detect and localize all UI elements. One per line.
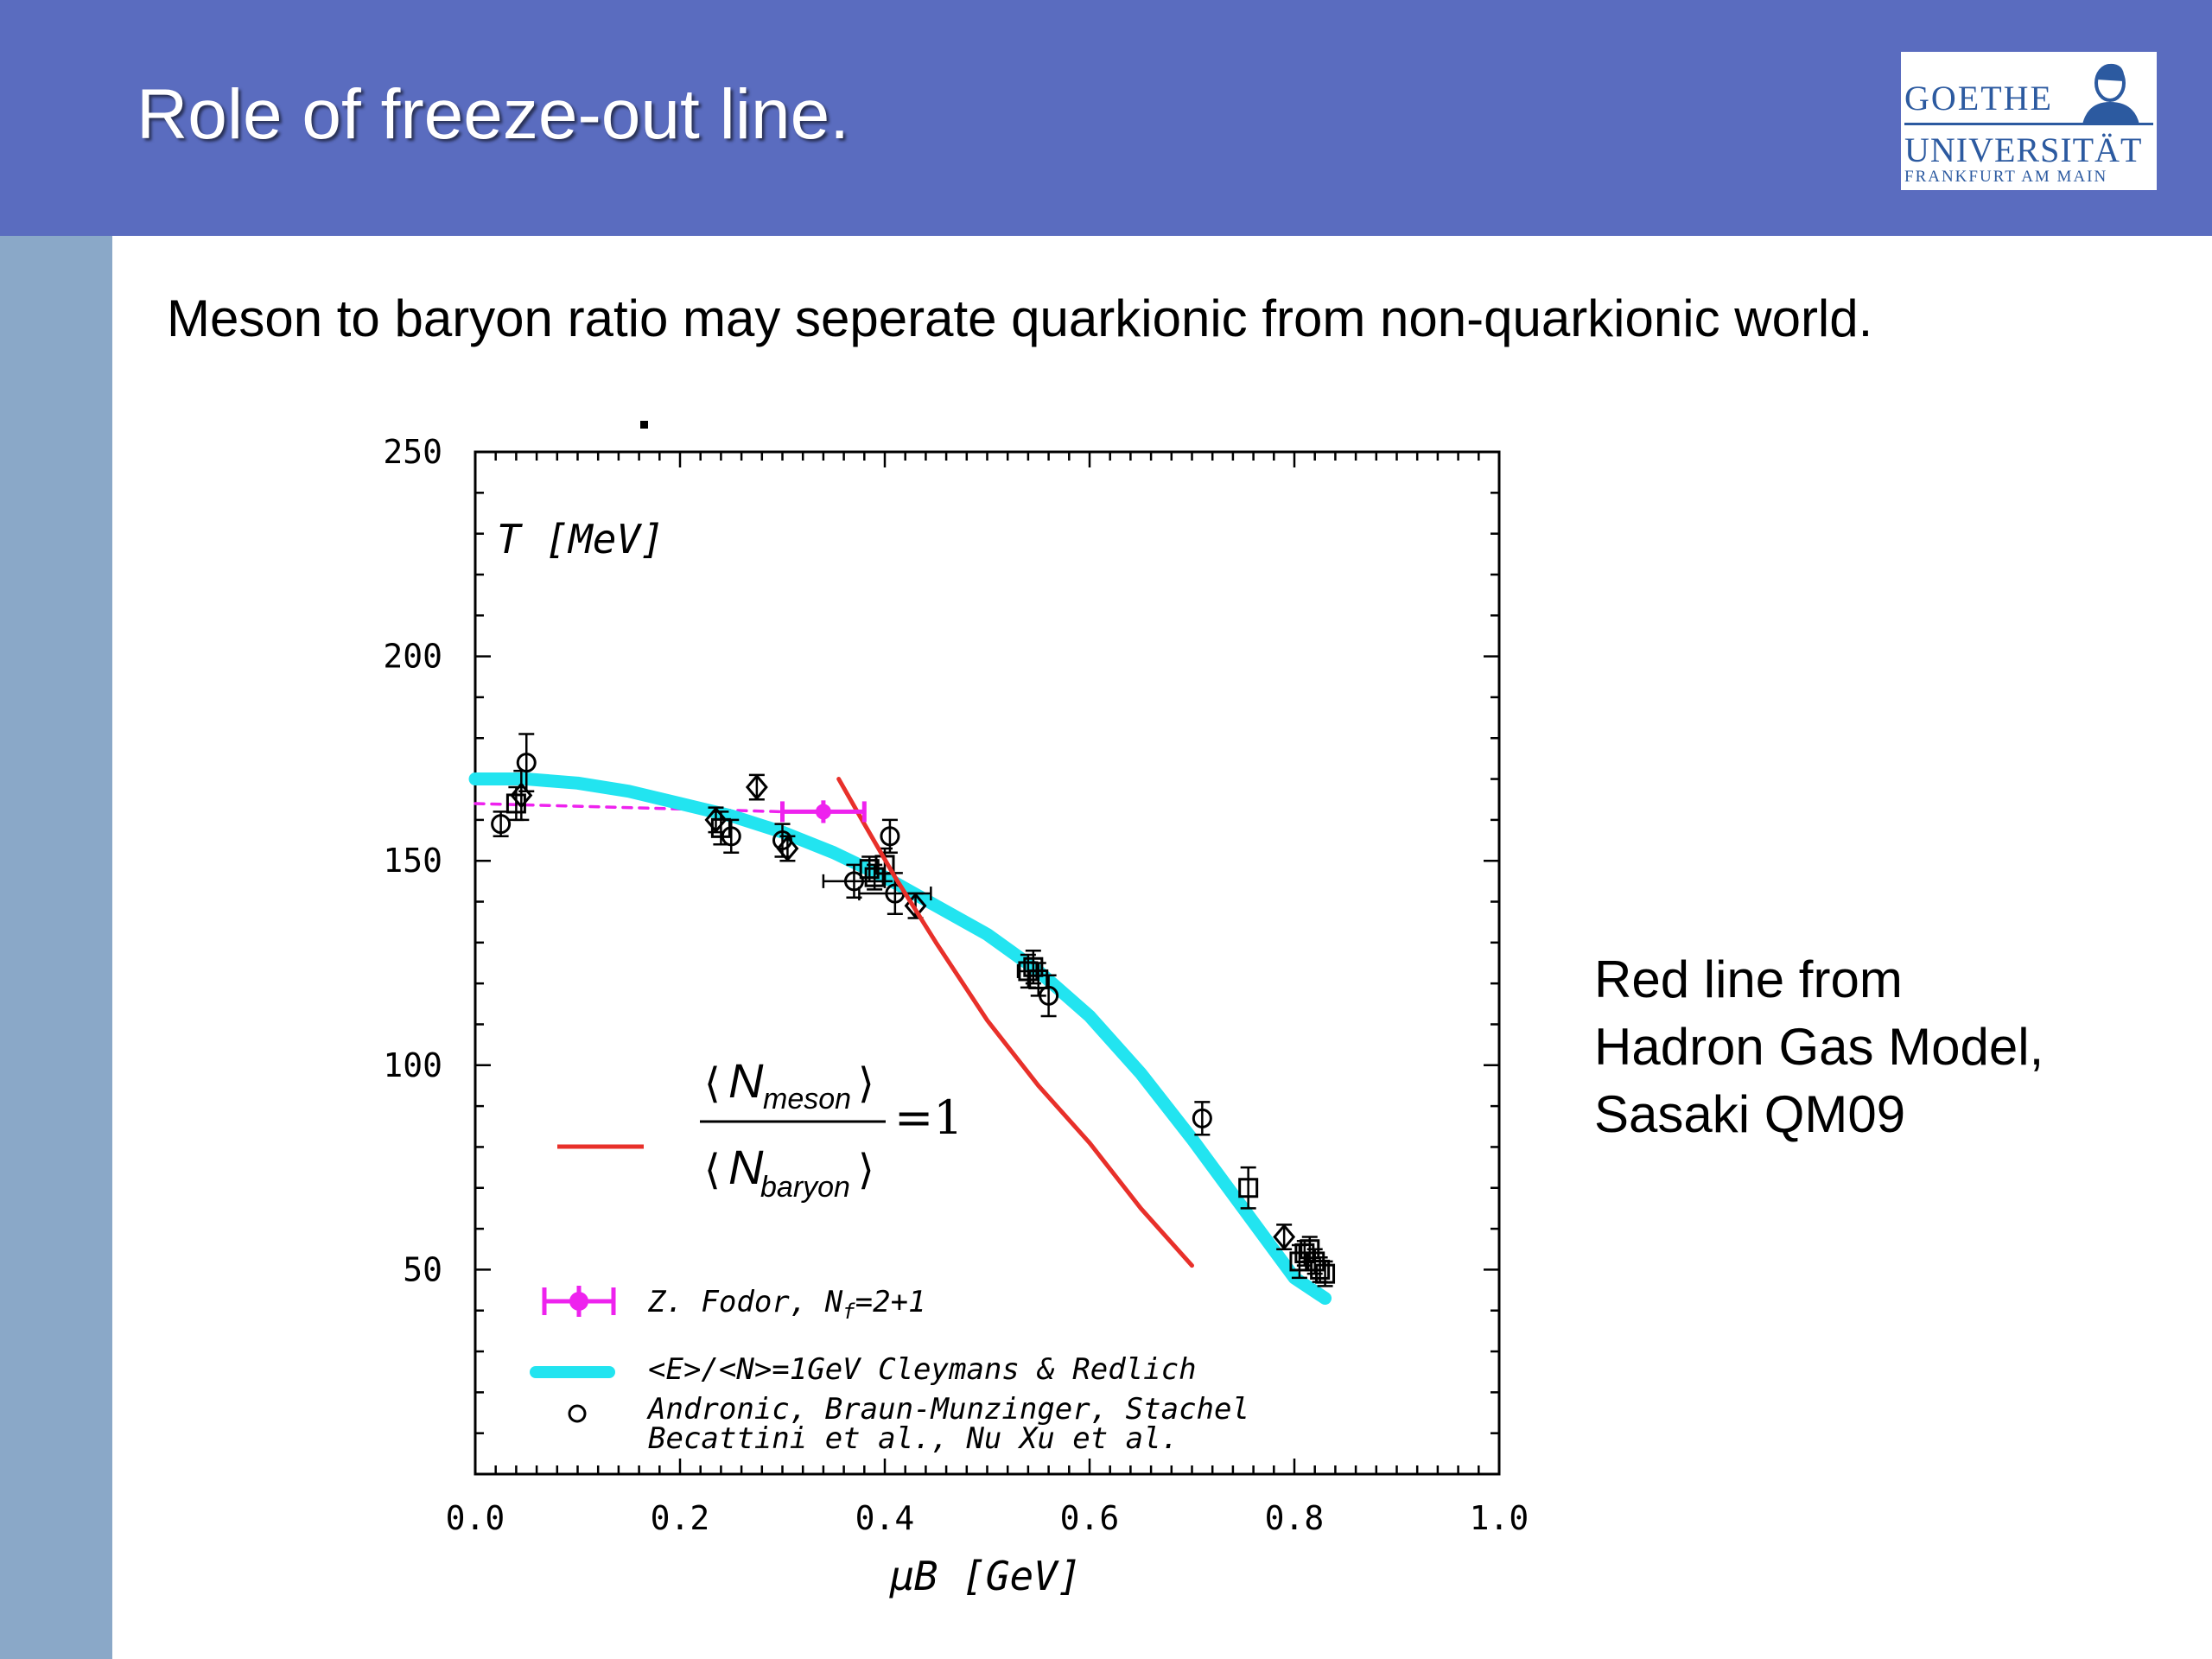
slide-header: Role of freeze-out line. GOETHE UNIVERSI…: [0, 0, 2212, 236]
y-tick-label: 150: [383, 842, 442, 880]
ratio-bracket-top: ⟨: [704, 1059, 721, 1108]
legend-fodor-swatch: [542, 1286, 616, 1317]
circle-marker: [516, 753, 537, 773]
logo-line-frankfurt: FRANKFURT AM MAIN: [1904, 168, 2108, 186]
data-point: [1028, 962, 1049, 997]
legend: Z. Fodor, Nf=2+1 <E>/<N>=1GeV Cleymans &…: [530, 1285, 1249, 1456]
circle-marker: [1192, 1108, 1212, 1128]
legend-data-swatch: [568, 1404, 587, 1423]
y-axis-label: T [MeV]: [497, 516, 664, 563]
x-tick-label: 0.8: [1265, 1499, 1325, 1537]
legend-cleymans-label: <E>/<N>=1GeV Cleymans & Redlich: [648, 1352, 1197, 1387]
circle-marker: [491, 814, 512, 835]
ratio-numerator: N: [728, 1053, 764, 1108]
legend-data-label-2: Becattini et al., Nu Xu et al.: [648, 1421, 1179, 1456]
logo-line-universitat: UNIVERSITÄT: [1904, 130, 2143, 169]
diamond-marker: [745, 773, 768, 801]
circle-marker: [1039, 985, 1059, 1006]
diamond-marker: [704, 806, 728, 834]
data-point: [880, 818, 900, 854]
note-line: Sasaki QM09: [1594, 1085, 1906, 1143]
slide-title: Role of freeze-out line.: [137, 75, 850, 154]
legend-data-label: Andronic, Braun-Munzinger, Stachel: [646, 1392, 1249, 1427]
ratio-bracket-top-close: ⟩: [858, 1059, 874, 1108]
data-point: [721, 818, 741, 854]
x-tick-label: 0.2: [651, 1499, 710, 1537]
square-marker: [1238, 1178, 1259, 1198]
note-line: Hadron Gas Model,: [1594, 1018, 2044, 1076]
legend-fodor-label: Z. Fodor, Nf=2+1: [647, 1285, 926, 1324]
axis-tick-labels: 0.0 0.2 0.4 0.6 0.8 1.0 50 100 150 200 250: [383, 433, 1529, 1537]
square-marker: [1023, 957, 1044, 977]
cleymans-curve: [468, 772, 1332, 1306]
ratio-denominator-sub: baryon: [760, 1171, 850, 1204]
data-point: [1039, 974, 1059, 1018]
data-point: [491, 810, 512, 838]
y-tick-label: 200: [383, 638, 442, 676]
plot-frame: [474, 450, 1501, 1476]
data-point: [1238, 1166, 1259, 1210]
university-logo: GOETHE UNIVERSITÄT FRANKFURT AM MAIN: [1901, 52, 2157, 190]
side-note: Red line from Hadron Gas Model, Sasaki Q…: [1594, 946, 2044, 1148]
square-marker: [864, 867, 885, 887]
x-axis-label: μB [GeV]: [889, 1553, 1082, 1599]
x-tick-label: 0.0: [446, 1499, 505, 1537]
ratio-bracket-bottom: ⟨: [704, 1146, 721, 1194]
data-point: [776, 835, 799, 862]
x-tick-label: 0.4: [855, 1499, 915, 1537]
hadron-gas-model-line: [836, 777, 1194, 1268]
data-point: [864, 863, 885, 891]
data-point: [516, 733, 537, 793]
ratio-denominator: N: [728, 1140, 764, 1194]
left-sidebar-bar: [0, 236, 112, 1659]
slide-subtitle: Meson to baryon ratio may seperate quark…: [167, 289, 1873, 347]
x-tick-label: 0.6: [1060, 1499, 1120, 1537]
ratio-numerator-sub: meson: [763, 1083, 851, 1116]
goethe-portrait-icon: [2082, 63, 2139, 124]
y-tick-label: 250: [383, 433, 442, 471]
square-marker: [1315, 1263, 1336, 1284]
series-layer: [468, 733, 1336, 1306]
fodor-point: [780, 800, 867, 823]
y-tick-label: 100: [383, 1046, 442, 1084]
data-point: [745, 773, 768, 801]
circle-marker: [721, 826, 741, 847]
ratio-label: ⟨ N meson ⟩ ⟨ N baryon ⟩ =1: [557, 1053, 963, 1204]
x-tick-label: 1.0: [1470, 1499, 1529, 1537]
data-point: [1192, 1101, 1212, 1136]
diamond-marker: [1273, 1224, 1296, 1250]
logo-divider: [1904, 123, 2153, 125]
ratio-equals: =1: [894, 1090, 963, 1145]
fodor-marker: [815, 804, 831, 820]
note-line: Red line from: [1594, 950, 1903, 1008]
data-point: [1315, 1260, 1336, 1287]
axis-ticks: [474, 450, 1501, 1476]
circle-marker: [880, 826, 900, 847]
data-point: [1273, 1224, 1296, 1250]
diamond-marker: [776, 835, 799, 862]
ratio-bracket-bottom-close: ⟩: [858, 1146, 874, 1194]
y-tick-label: 50: [403, 1250, 442, 1288]
logo-line-goethe: GOETHE: [1904, 79, 2053, 118]
square-marker: [1028, 969, 1049, 989]
plot-artifact-mark: [640, 421, 648, 429]
